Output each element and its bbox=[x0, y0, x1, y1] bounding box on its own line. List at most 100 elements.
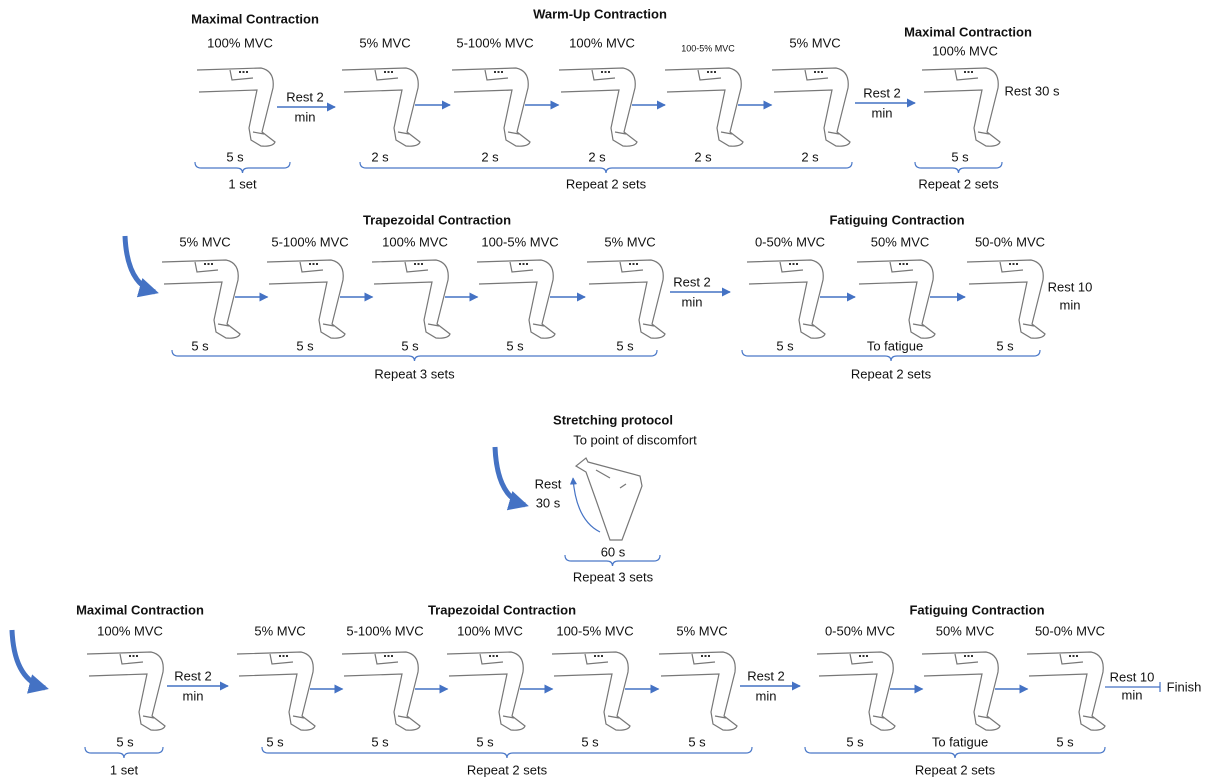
brace bbox=[360, 162, 852, 173]
step-label: 0-50% MVC bbox=[825, 623, 895, 638]
group-title: Fatiguing Contraction bbox=[829, 212, 964, 227]
leg-figure bbox=[342, 652, 420, 730]
step-duration: 5 s bbox=[846, 734, 864, 749]
leg-figure bbox=[87, 652, 165, 730]
rest-unit: min bbox=[1122, 687, 1143, 702]
step-label: 5% MVC bbox=[789, 35, 840, 50]
step-label: 5% MVC bbox=[359, 35, 410, 50]
repeat-label: Repeat 2 sets bbox=[851, 366, 932, 381]
leg-figure bbox=[587, 260, 665, 338]
step-label: 100% MVC bbox=[569, 35, 635, 50]
finish-label: Finish bbox=[1167, 679, 1202, 694]
stretch-figure bbox=[576, 458, 642, 540]
group-title: Maximal Contraction bbox=[904, 24, 1032, 39]
repeat-label: Repeat 3 sets bbox=[374, 366, 455, 381]
flow-arrow bbox=[12, 630, 45, 688]
leg-figure bbox=[857, 260, 935, 338]
step-label: 0-50% MVC bbox=[755, 234, 825, 249]
step-label: 5% MVC bbox=[604, 234, 655, 249]
step-duration: 5 s bbox=[371, 734, 389, 749]
step-label: 100% MVC bbox=[457, 623, 523, 638]
rest-unit: min bbox=[682, 294, 703, 309]
repeat-label: Repeat 2 sets bbox=[918, 176, 999, 191]
step-label: 100-5% MVC bbox=[681, 43, 735, 53]
step-duration: 5 s bbox=[476, 734, 494, 749]
leg-figure bbox=[552, 652, 630, 730]
step-duration: 5 s bbox=[296, 338, 314, 353]
step-duration: 2 s bbox=[801, 149, 819, 164]
step-duration: 2 s bbox=[481, 149, 499, 164]
step-label: 50% MVC bbox=[871, 234, 930, 249]
step-duration: To fatigue bbox=[932, 734, 988, 749]
step-label: 5-100% MVC bbox=[346, 623, 423, 638]
rest-unit: min bbox=[756, 688, 777, 703]
leg-figure bbox=[747, 260, 825, 338]
group-title: Trapezoidal Contraction bbox=[428, 602, 576, 617]
leg-figure bbox=[922, 652, 1000, 730]
step-duration: 5 s bbox=[1056, 734, 1074, 749]
rest-unit: min bbox=[295, 109, 316, 124]
brace bbox=[262, 747, 752, 758]
rest-unit: min bbox=[183, 688, 204, 703]
leg-figure bbox=[372, 260, 450, 338]
flow-arrow bbox=[495, 447, 525, 505]
protocol-diagram: Maximal Contraction 100% MVC 5 s 1 set Warm-… bbox=[0, 0, 1208, 782]
leg-figure bbox=[922, 68, 1000, 146]
step-label: 5-100% MVC bbox=[456, 35, 533, 50]
step-label: 100% MVC bbox=[932, 43, 998, 58]
step-duration: 5 s bbox=[266, 734, 284, 749]
repeat-label: Repeat 2 sets bbox=[467, 762, 548, 777]
step-duration: 5 s bbox=[506, 338, 524, 353]
step-label: 5% MVC bbox=[179, 234, 230, 249]
group-title: Warm-Up Contraction bbox=[533, 6, 667, 21]
rest-text: Rest 2 bbox=[174, 668, 212, 683]
stretch-arrow bbox=[573, 478, 600, 532]
stretch-repeat: Repeat 3 sets bbox=[573, 569, 654, 584]
rest-text: Rest 2 bbox=[673, 274, 711, 289]
repeat-label: 1 set bbox=[110, 762, 139, 777]
step-duration: 2 s bbox=[588, 149, 606, 164]
leg-figure bbox=[342, 68, 420, 146]
step-label: 100-5% MVC bbox=[481, 234, 558, 249]
leg-figure bbox=[817, 652, 895, 730]
step-label: 5% MVC bbox=[676, 623, 727, 638]
repeat-label: Repeat 2 sets bbox=[566, 176, 647, 191]
rest-unit: min bbox=[1060, 297, 1081, 312]
step-duration: 5 s bbox=[996, 338, 1014, 353]
flow-arrow bbox=[125, 236, 155, 292]
rest-text: Rest 2 bbox=[747, 668, 785, 683]
stretch-subtitle: To point of discomfort bbox=[573, 432, 697, 447]
stretch-rest: Rest bbox=[535, 476, 562, 491]
step-label: 5% MVC bbox=[254, 623, 305, 638]
step-duration: 2 s bbox=[371, 149, 389, 164]
step-duration: 5 s bbox=[951, 149, 969, 164]
rest-text: Rest 2 bbox=[286, 89, 324, 104]
rest-text: Rest 10 bbox=[1110, 669, 1155, 684]
leg-figure bbox=[447, 652, 525, 730]
step-duration: 5 s bbox=[116, 734, 134, 749]
rest-note: Rest 30 s bbox=[1005, 83, 1060, 98]
repeat-label: Repeat 2 sets bbox=[915, 762, 996, 777]
step-label: 50-0% MVC bbox=[1035, 623, 1105, 638]
step-duration: 5 s bbox=[581, 734, 599, 749]
stretch-duration: 60 s bbox=[601, 544, 626, 559]
step-duration: To fatigue bbox=[867, 338, 923, 353]
stretch-title: Stretching protocol bbox=[553, 412, 673, 427]
step-label: 100% MVC bbox=[207, 35, 273, 50]
repeat-label: 1 set bbox=[228, 176, 257, 191]
leg-figure bbox=[772, 68, 850, 146]
step-duration: 5 s bbox=[688, 734, 706, 749]
leg-figure bbox=[665, 68, 743, 146]
step-duration: 5 s bbox=[776, 338, 794, 353]
leg-figure bbox=[162, 260, 240, 338]
step-duration: 5 s bbox=[401, 338, 419, 353]
leg-figure bbox=[967, 260, 1045, 338]
stretch-rest-unit: 30 s bbox=[536, 495, 561, 510]
step-label: 50-0% MVC bbox=[975, 234, 1045, 249]
step-duration: 5 s bbox=[616, 338, 634, 353]
leg-figure bbox=[559, 68, 637, 146]
rest-unit: min bbox=[872, 105, 893, 120]
step-label: 5-100% MVC bbox=[271, 234, 348, 249]
leg-figure bbox=[659, 652, 737, 730]
leg-figure bbox=[452, 68, 530, 146]
